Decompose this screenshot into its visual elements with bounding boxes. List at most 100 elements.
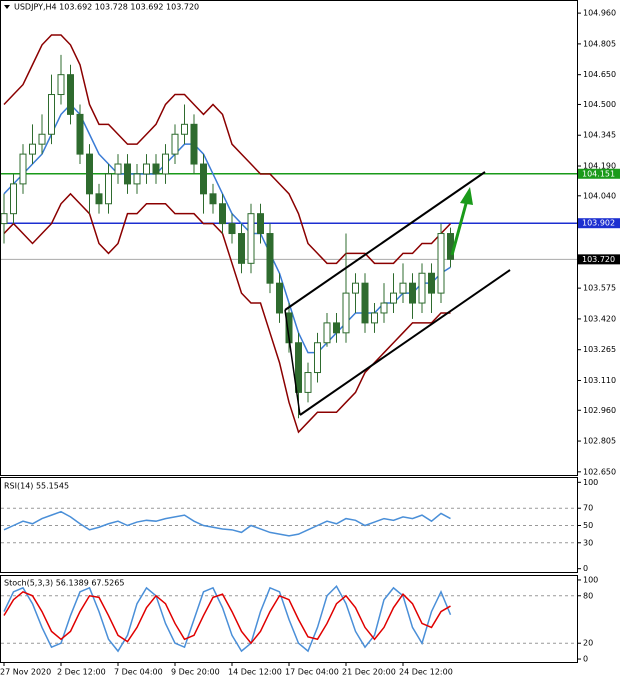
candle-body [190, 123, 198, 165]
candle-body [238, 233, 245, 264]
candle-body [105, 173, 112, 205]
candle-body [162, 153, 169, 175]
candle-body [333, 322, 340, 334]
candle-body [114, 163, 122, 175]
candle-body [409, 282, 416, 304]
candle-body [295, 342, 302, 393]
candle-body [19, 153, 27, 185]
candle-body [38, 133, 46, 145]
candle-body [247, 213, 255, 264]
y-tick-label: 103.265 [583, 345, 616, 354]
candle-body [209, 193, 217, 205]
candle-body [67, 74, 74, 115]
y-tick-label: 30 [583, 538, 593, 547]
series-line [3, 34, 452, 265]
y-tick-label: 102.960 [583, 406, 616, 415]
candle-body [152, 163, 160, 175]
candle-body [95, 193, 103, 205]
chart-title: USDJPY,H4 103.692 103.728 103.692 103.72… [14, 3, 199, 12]
level-label-box [578, 254, 620, 265]
y-tick-label: 104.345 [583, 131, 616, 140]
y-tick-label: 104.650 [583, 70, 616, 79]
menu-triangle[interactable] [4, 5, 10, 9]
x-tick-label: 17 Dec 04:00 [285, 668, 339, 677]
panel-title: RSI(14) 55.1545 [4, 482, 69, 491]
candle-body [352, 282, 359, 294]
candle-body [57, 74, 65, 96]
y-tick-label: 70 [583, 504, 593, 513]
y-tick-label: 104.190 [583, 162, 616, 171]
series-line [3, 590, 451, 645]
y-tick-label: 102.650 [583, 467, 616, 476]
y-tick-label: 104.960 [583, 9, 616, 18]
candle-body [342, 292, 350, 334]
series-line [3, 192, 451, 434]
candle-body [371, 312, 378, 324]
candle-body [29, 143, 36, 155]
level-label: 104.151 [582, 169, 615, 178]
x-tick-label: 21 Dec 20:00 [342, 668, 396, 677]
candle-body [228, 223, 236, 235]
series-line [3, 585, 452, 653]
x-tick-label: 7 Dec 04:00 [114, 668, 163, 677]
panel-frame [0, 575, 578, 663]
candle-body [390, 292, 397, 304]
x-tick-label: 24 Dec 12:00 [399, 668, 453, 677]
channel-line [299, 269, 511, 416]
candle-body [437, 233, 445, 294]
arrow [450, 199, 469, 256]
candle-body [171, 133, 179, 155]
candle-body [86, 153, 93, 195]
candle-body [447, 233, 454, 260]
level-label-box [578, 168, 620, 179]
y-tick-label: 20 [583, 639, 593, 648]
y-tick-label: 104.805 [583, 39, 616, 48]
y-tick-label: 102.805 [583, 437, 616, 446]
series-line [3, 103, 451, 354]
panel-frame [0, 0, 578, 476]
candle-body [219, 203, 226, 225]
candle-body [266, 233, 274, 284]
y-tick-label: 100 [583, 575, 598, 584]
candle-body [181, 123, 188, 135]
y-tick-label: 0 [583, 655, 588, 664]
candle-body [314, 342, 321, 374]
x-tick-label: 14 Dec 12:00 [228, 668, 282, 677]
y-tick-label: 103.575 [583, 284, 616, 293]
arrow-head [460, 187, 473, 205]
panel-frame [0, 477, 578, 573]
plots: 27 Nov 2020 2 Dec 12:00 7 Dec 04:00 9 Dec 2… [0, 9, 620, 677]
y-tick-label: 0 [583, 564, 588, 573]
y-tick-label: 50 [583, 521, 593, 530]
channel-line [284, 171, 486, 311]
level-label-box [578, 218, 620, 229]
panel-title: Stoch(5,3,3) 56.1389 67.5265 [4, 579, 124, 588]
candle-body [304, 372, 312, 393]
candle-body [200, 163, 207, 195]
y-tick-label: 104.500 [583, 100, 616, 109]
candle-body [133, 173, 141, 185]
candle-body [10, 183, 17, 215]
x-tick-label: 2 Dec 12:00 [57, 668, 106, 677]
candle-body [48, 94, 55, 135]
candle-body [76, 113, 84, 155]
candle-body [143, 163, 150, 175]
y-tick-label: 103.420 [583, 314, 616, 323]
candle-body [428, 272, 435, 294]
candle-body [380, 302, 388, 314]
x-tick-label: 27 Nov 2020 [0, 668, 51, 677]
y-tick-label: 103.110 [583, 376, 616, 385]
y-tick-label: 104.040 [583, 191, 616, 200]
candle-body [361, 282, 369, 324]
candle-body [323, 322, 331, 344]
candle-body [257, 213, 264, 235]
candle-body [418, 272, 426, 304]
x-tick-label: 9 Dec 20:00 [171, 668, 220, 677]
y-tick-label: 100 [583, 478, 598, 487]
candle-body [124, 163, 131, 185]
candle-body [399, 282, 407, 294]
candle-body [276, 282, 283, 314]
y-tick-label: 80 [583, 591, 593, 600]
